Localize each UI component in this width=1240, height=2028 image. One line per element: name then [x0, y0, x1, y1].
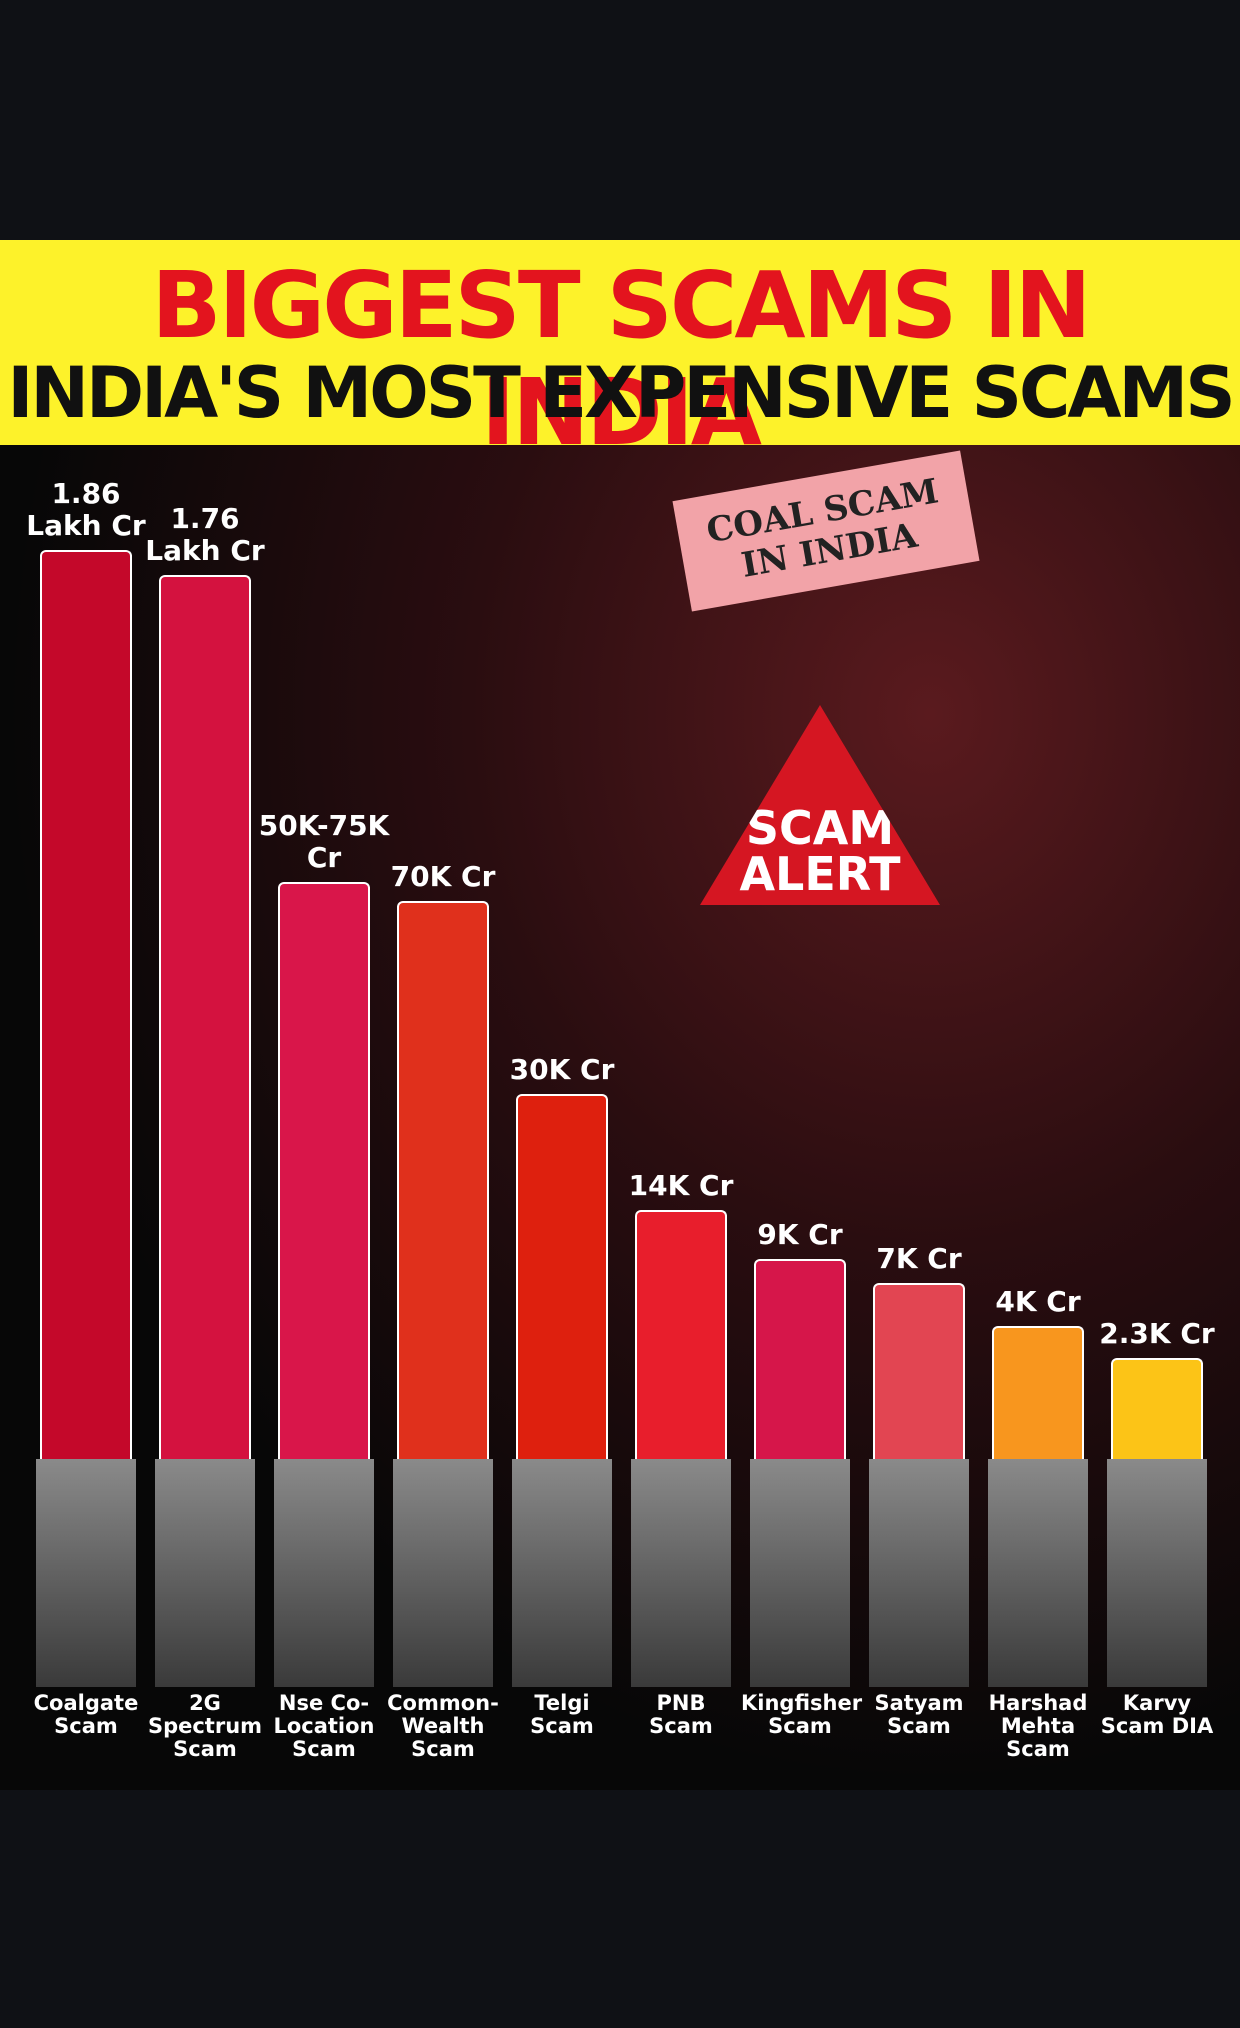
- value-label: 9K Cr: [757, 1218, 843, 1252]
- bar: [754, 1259, 846, 1459]
- annotation: COAL SCAM IN INDIA: [672, 450, 980, 612]
- value-label: 2.3K Cr: [1099, 1316, 1215, 1350]
- photo: [631, 1459, 731, 1687]
- value-label: 30K Cr: [509, 1052, 615, 1086]
- x-tick-label: Kingfisher Scam: [741, 1691, 863, 1738]
- x-tick-label: Nse Co-Location Scam: [273, 1691, 375, 1761]
- value-label: 1.76 Lakh Cr: [145, 501, 265, 567]
- chart-area: COAL SCAM IN INDIA SCAM ALERT 1.86 Lakh …: [0, 445, 1240, 1790]
- bar: [159, 574, 251, 1459]
- photo: [36, 1459, 136, 1687]
- bar: [40, 550, 132, 1459]
- value-label: 14K Cr: [628, 1168, 734, 1202]
- photo: [988, 1459, 1088, 1687]
- value-label: 50K-75K Cr: [258, 808, 390, 874]
- x-tick-label: Common-Wealth Scam: [387, 1691, 499, 1761]
- bar: [278, 881, 370, 1459]
- photo: [274, 1459, 374, 1687]
- value-label: 4K Cr: [995, 1284, 1081, 1318]
- x-tick-label: Satyam Scam: [874, 1691, 964, 1738]
- bar: [1111, 1357, 1203, 1459]
- banner: BIGGEST SCAMS IN INDIA INDIA'S MOST EXPE…: [0, 240, 1240, 466]
- bar: [516, 1093, 608, 1459]
- photo: [393, 1459, 493, 1687]
- photo: [155, 1459, 255, 1687]
- x-tick-label: 2G Spectrum Scam: [147, 1691, 263, 1761]
- photo: [869, 1459, 969, 1687]
- value-label: 70K Cr: [390, 860, 496, 894]
- bar: [873, 1282, 965, 1459]
- x-tick-label: PNB Scam: [649, 1691, 713, 1738]
- photo: [750, 1459, 850, 1687]
- value-label: 7K Cr: [876, 1241, 962, 1275]
- x-tick-label: Karvy Scam DIA: [1100, 1691, 1214, 1738]
- bar: [397, 901, 489, 1459]
- photo: [512, 1459, 612, 1687]
- x-tick-label: Coalgate Scam: [33, 1691, 139, 1738]
- chart-title: BIGGEST SCAMS IN INDIA: [151, 252, 1091, 466]
- annotation: SCAM ALERT: [700, 705, 940, 905]
- value-label: 1.86 Lakh Cr: [26, 477, 146, 542]
- bar: [992, 1325, 1084, 1459]
- photo: [1107, 1459, 1207, 1687]
- x-tick-label: Telgi Scam: [530, 1691, 594, 1738]
- x-tick-label: Harshad Mehta Scam: [988, 1691, 1088, 1761]
- chart-subtitle: INDIA'S MOST EXPENSIVE SCAMS: [7, 352, 1235, 434]
- bar: [635, 1209, 727, 1459]
